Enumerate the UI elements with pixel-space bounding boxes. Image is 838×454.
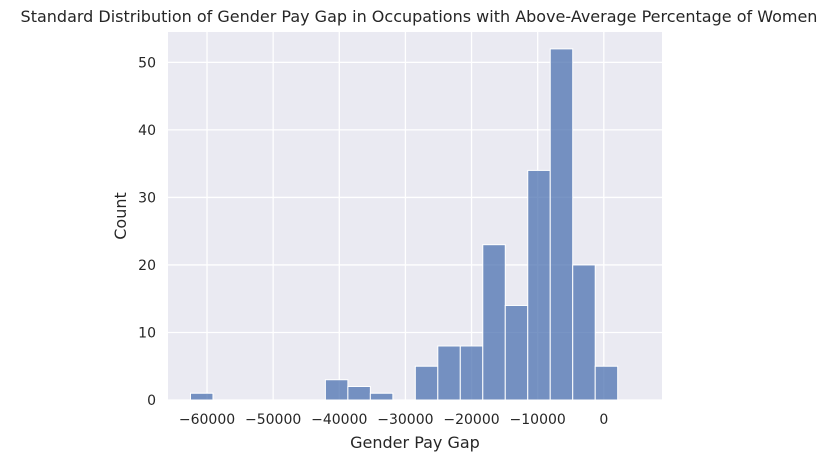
x-axis-label: Gender Pay Gap [350, 433, 480, 452]
y-tick-label: 10 [138, 325, 156, 341]
x-tick-label: −50000 [245, 412, 301, 428]
histogram-bar [347, 385, 371, 401]
histogram-bar [527, 169, 551, 401]
histogram-bar [504, 304, 529, 401]
y-tick-label: 30 [138, 190, 156, 206]
x-tick-label: −30000 [377, 412, 433, 428]
histogram-bar [549, 48, 574, 401]
histogram-bar [482, 244, 506, 401]
histogram-bar [324, 379, 349, 401]
histogram-bar [369, 392, 394, 401]
x-tick-label: 0 [599, 412, 608, 428]
chart-title: Standard Distribution of Gender Pay Gap … [21, 7, 818, 26]
histogram-bar [189, 392, 214, 401]
histogram-bar [437, 345, 461, 401]
y-tick-label: 50 [138, 55, 156, 71]
x-tick-label: −40000 [311, 412, 367, 428]
y-tick-label: 20 [138, 258, 156, 274]
y-axis-label: Count [111, 192, 130, 240]
y-tick-labels: 0 10 20 30 40 50 [138, 55, 156, 409]
y-tick-label: 0 [147, 393, 156, 409]
y-tick-label: 40 [138, 123, 156, 139]
histogram-bar [572, 264, 596, 401]
x-tick-label: −10000 [510, 412, 566, 428]
histogram-bar [459, 345, 484, 401]
x-tick-label: −20000 [443, 412, 499, 428]
histogram-bar [414, 365, 439, 401]
x-tick-label: −60000 [179, 412, 235, 428]
histogram-bars [189, 48, 619, 401]
histogram-bar [594, 365, 619, 401]
x-tick-labels: −60000 −50000 −40000 −30000 −20000 −10000 0 [179, 412, 608, 428]
